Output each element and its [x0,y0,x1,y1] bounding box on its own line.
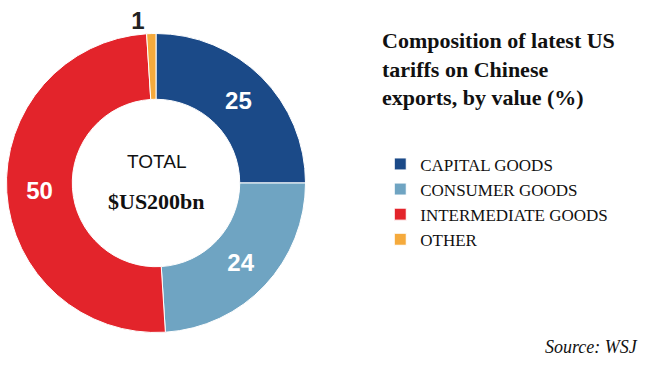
svg-text:24: 24 [227,249,254,276]
svg-text:TOTAL: TOTAL [127,151,186,172]
svg-text:Source: WSJ: Source: WSJ [545,337,638,357]
svg-text:CAPITAL GOODS: CAPITAL GOODS [420,156,553,175]
svg-text:25: 25 [225,87,252,114]
svg-text:1: 1 [131,7,144,34]
svg-text:50: 50 [26,177,53,204]
svg-text:OTHER: OTHER [420,231,477,250]
svg-text:INTERMEDIATE GOODS: INTERMEDIATE GOODS [420,206,607,225]
svg-text:CONSUMER GOODS: CONSUMER GOODS [420,181,577,200]
svg-text:Composition of latest UStariff: Composition of latest UStariffs on Chine… [382,28,615,110]
svg-text:$US200bn: $US200bn [108,189,205,214]
